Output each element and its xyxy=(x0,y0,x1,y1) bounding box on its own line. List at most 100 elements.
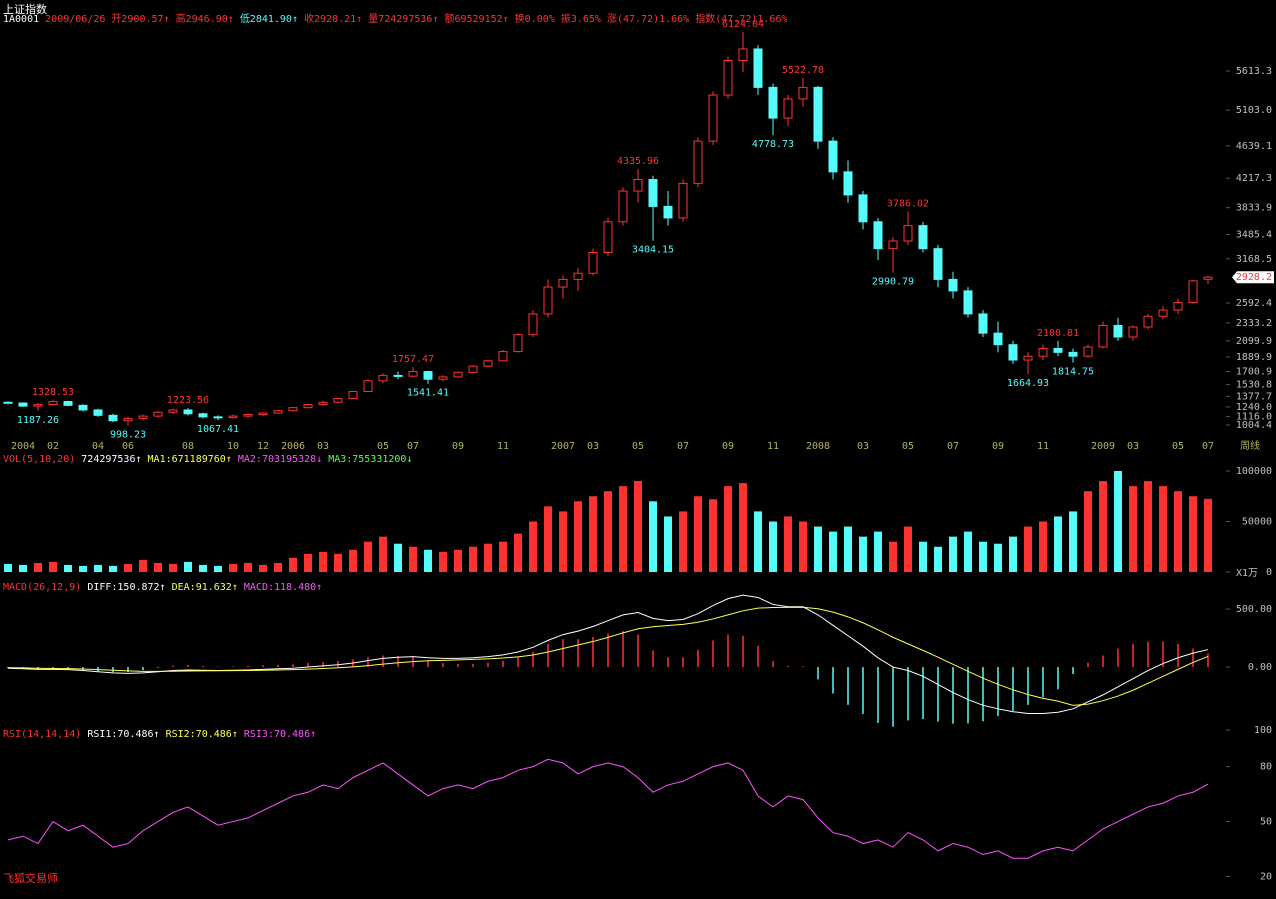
candle-body xyxy=(1038,348,1048,357)
label: 724297536↑ xyxy=(81,454,142,465)
volume-bar xyxy=(964,531,972,572)
candle-body xyxy=(363,380,373,393)
volume-bar xyxy=(334,553,342,572)
y-tick-label: 1530.8 xyxy=(1236,380,1272,391)
volume-bar xyxy=(1039,521,1047,572)
candle-body xyxy=(198,413,208,418)
candle-body xyxy=(1158,309,1168,317)
y-tick-label: 2099.9 xyxy=(1236,336,1272,347)
volume-bar xyxy=(1189,496,1197,572)
candle-body xyxy=(243,414,253,417)
y-tick-label: 1377.7 xyxy=(1236,391,1272,402)
price-annotation: 1328.53 xyxy=(32,387,74,398)
volume-bar xyxy=(289,557,297,572)
candle-body xyxy=(543,286,553,315)
volume-bar xyxy=(484,543,492,572)
volume-bar xyxy=(304,553,312,572)
label: 高2946.90↑ xyxy=(175,14,234,25)
candle-body xyxy=(1023,355,1033,361)
candle-body xyxy=(903,225,913,242)
volume-bar xyxy=(424,549,432,572)
volume-bar xyxy=(79,565,87,572)
y-tick-label: 3485.4 xyxy=(1236,229,1272,240)
candle-body xyxy=(48,401,58,406)
volume-bar xyxy=(724,486,732,572)
candle-body xyxy=(288,407,298,412)
volume-bar xyxy=(529,521,537,572)
x-tick-label: 07 xyxy=(1202,441,1214,452)
candle-body xyxy=(1098,324,1108,348)
label: 收2928.21↑ xyxy=(304,14,363,25)
candle-body xyxy=(498,351,508,362)
candle-body xyxy=(828,140,838,173)
volume-bar xyxy=(184,561,192,572)
price-annotation: 998.23 xyxy=(110,429,146,440)
candle-body xyxy=(753,48,763,88)
volume-bar xyxy=(754,511,762,572)
label: 2009/06/26 xyxy=(45,14,106,25)
candle-body xyxy=(723,59,733,96)
volume-bar xyxy=(199,564,207,572)
y-tick-label: 1240.0 xyxy=(1236,402,1272,413)
label: 低2841.90↑ xyxy=(239,14,298,25)
price-annotation: 1541.41 xyxy=(407,388,449,399)
volume-bar xyxy=(319,551,327,572)
label: DEA:91.632↑ xyxy=(171,582,238,593)
x-tick-label: 07 xyxy=(407,441,419,452)
volume-bar xyxy=(1204,498,1212,572)
x-tick-label: 10 xyxy=(227,441,239,452)
y-tick-label: 2333.2 xyxy=(1236,318,1272,329)
candle-body xyxy=(1083,346,1093,357)
volume-bar xyxy=(874,531,882,572)
price-annotation: 4335.96 xyxy=(617,156,659,167)
volume-bar xyxy=(889,541,897,572)
price-annotation: 1757.47 xyxy=(392,354,434,365)
candle-body xyxy=(1143,315,1153,328)
candle-body xyxy=(348,391,358,399)
x-tick-label: 09 xyxy=(722,441,734,452)
candle-body xyxy=(183,409,193,415)
candle-body xyxy=(948,278,958,292)
y-tick-label: 2592.4 xyxy=(1236,298,1272,309)
candle-body xyxy=(678,182,688,219)
candle-body xyxy=(138,415,148,419)
candle-body xyxy=(153,411,163,417)
y-tick-label: 4639.1 xyxy=(1236,141,1272,152)
legend: MACD(26,12,9) DIFF:150.872↑ DEA:91.632↑ … xyxy=(3,582,322,594)
volume-bar xyxy=(679,511,687,572)
label: DIFF:150.872↑ xyxy=(87,582,166,593)
volume-bar xyxy=(409,546,417,572)
label: 1A0001 xyxy=(3,14,40,25)
volume-bar xyxy=(604,491,612,572)
candle-body xyxy=(963,290,973,315)
candle-body xyxy=(258,412,268,416)
volume-bar xyxy=(859,536,867,572)
volume-bar xyxy=(919,541,927,572)
volume-bar xyxy=(274,562,282,572)
price-annotation: 3404.15 xyxy=(632,245,674,256)
volume-bar xyxy=(1129,486,1137,572)
volume-bar xyxy=(379,536,387,572)
x-tick-label: 12 xyxy=(257,441,269,452)
volume-bar xyxy=(109,565,117,572)
volume-bar xyxy=(739,483,747,572)
label: 量724297536↑ xyxy=(368,14,439,25)
x-tick-label: 11 xyxy=(767,441,779,452)
x-tick-label: 2008 xyxy=(806,441,830,452)
volume-bar xyxy=(979,541,987,572)
volume-bar xyxy=(454,549,462,572)
candle-body xyxy=(663,205,673,219)
candle-body xyxy=(918,225,928,250)
price-marker-box xyxy=(1232,271,1274,284)
candle-body xyxy=(303,404,313,409)
candle-body xyxy=(888,240,898,250)
label: RSI1:70.486↑ xyxy=(87,729,160,740)
candle-body xyxy=(333,397,343,403)
label: MACD(26,12,9) xyxy=(3,582,82,593)
candle-body xyxy=(78,404,88,411)
x-tick-label: 07 xyxy=(677,441,689,452)
volume-bar xyxy=(514,533,522,572)
candle-body xyxy=(168,409,178,413)
candle-body xyxy=(18,402,28,407)
